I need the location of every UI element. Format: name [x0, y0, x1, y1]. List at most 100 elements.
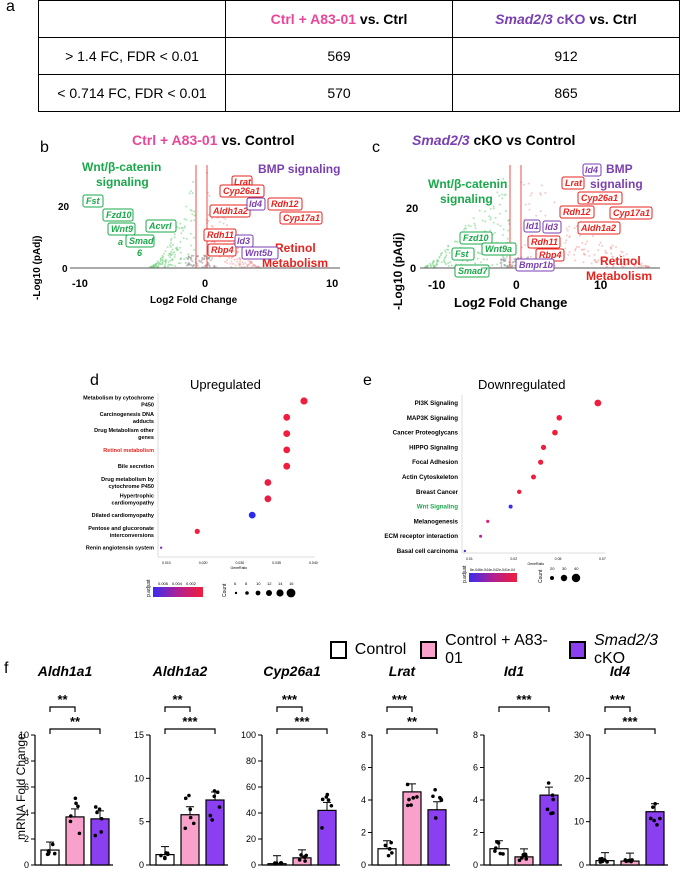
volcano-point	[466, 260, 469, 263]
volcano-point	[254, 264, 257, 267]
sig-bracket	[276, 728, 328, 734]
volcano-point	[203, 257, 206, 260]
volcano-point	[496, 263, 499, 266]
volcano-point	[447, 244, 450, 247]
gene-label: Wnt5b	[245, 248, 273, 258]
data-point	[320, 797, 325, 802]
volcano-point	[463, 228, 466, 231]
volcano-point	[190, 244, 193, 247]
dot-point	[552, 429, 558, 436]
table-cell: 865	[452, 74, 680, 112]
volcano-c-bmp-label2: signaling	[590, 177, 643, 191]
volcano-point	[474, 227, 477, 230]
gene-label: Aldh1a2	[212, 206, 248, 216]
bar-a83	[292, 857, 312, 866]
dot-term-label: Retinol metabolism	[103, 448, 154, 454]
volcano-point	[164, 258, 167, 261]
volcano-c-title: Smad2/3 cKO vs Control	[412, 132, 575, 148]
volcano-point	[605, 252, 608, 255]
volcano-point	[233, 258, 236, 261]
dot-term-label: cytochrome P450	[108, 484, 154, 490]
volcano-point	[611, 244, 614, 247]
volcano-point	[481, 219, 484, 222]
data-point	[210, 818, 214, 822]
volcano-point	[524, 203, 527, 206]
volcano-point	[540, 184, 543, 187]
volcano-point	[524, 244, 527, 247]
volcano-point	[491, 264, 494, 267]
volcano-c-wnt-label: Wnt/β-catenin	[428, 177, 507, 191]
data-point	[93, 805, 98, 809]
data-point	[191, 821, 196, 826]
volcano-point	[605, 263, 608, 265]
volcano-point	[504, 210, 507, 213]
gene-label: Rdh11	[207, 230, 234, 240]
volcano-point	[169, 244, 172, 247]
dot-point	[517, 489, 522, 494]
volcano-point	[465, 227, 468, 230]
volcano-point	[445, 254, 448, 257]
data-point	[165, 851, 170, 855]
dot-term-label: Dilated cardiomyopathy	[92, 513, 155, 519]
volcano-point	[539, 192, 542, 195]
data-point	[99, 830, 104, 834]
bar-chart-cyp26a1: Cyp26a1 0 20 40 60 80 100 *** ***	[241, 663, 340, 870]
bar-chart-aldh1a1: Aldh1a1 0 2 4 6 8 10 ****	[19, 663, 113, 870]
volcano-point	[193, 248, 195, 251]
data-point	[627, 858, 632, 863]
volcano-point	[503, 264, 506, 267]
volcano-point	[191, 192, 194, 195]
volcano-point	[484, 220, 487, 223]
volcano-point	[201, 258, 204, 261]
volcano-point	[449, 261, 452, 264]
sig-stars: ***	[610, 692, 626, 707]
volcano-point	[236, 260, 239, 263]
dot-xtick: 0.040	[309, 561, 318, 565]
data-point	[655, 823, 659, 827]
volcano-point	[620, 250, 623, 253]
volcano-point	[164, 260, 167, 263]
bar-smad	[90, 818, 110, 866]
volcano-point	[241, 261, 244, 264]
sig-bracket	[386, 728, 438, 734]
volcano-point	[593, 253, 596, 256]
gene-label: Fzd10	[106, 210, 132, 220]
data-point	[93, 833, 98, 838]
bar-ytick: 100	[241, 730, 256, 740]
volcano-point	[528, 203, 531, 206]
volcano-point	[208, 194, 211, 197]
gene-label: Wnt9	[111, 224, 133, 234]
data-point	[386, 853, 391, 858]
dot-point	[486, 519, 490, 523]
count-legend-tick: 8	[245, 581, 248, 586]
dot-term-label: MAP3K Signaling	[407, 415, 458, 422]
volcano-point	[644, 265, 647, 268]
volcano-point	[503, 194, 506, 197]
data-point	[546, 781, 551, 785]
volcano-point	[247, 260, 250, 262]
volcano-point	[596, 261, 599, 264]
volcano-c-title-smad: Smad2/3	[412, 132, 470, 148]
dot-term-label: P450	[141, 403, 154, 409]
data-point	[651, 805, 655, 809]
dot-xlabel: GeneRatio	[528, 562, 545, 566]
count-legend-dot	[234, 591, 238, 595]
data-point	[45, 852, 50, 857]
dot-e-legend-tick: 1e-04	[506, 568, 515, 572]
dot-term-label: Breast Cancer	[416, 489, 459, 496]
volcano-point	[443, 258, 446, 261]
volcano-b-title-vs: vs. Control	[217, 132, 294, 148]
data-point	[188, 807, 193, 812]
volcano-point	[484, 210, 486, 213]
enrichment-panels: d e Upregulated Downregulated Metabolism…	[83, 372, 606, 598]
bar-smad	[205, 799, 225, 866]
data-point	[50, 842, 55, 847]
volcano-point	[597, 249, 600, 252]
bar-ytick: 4	[24, 808, 29, 818]
volcano-b-retinol-label2: Metabolism	[262, 256, 328, 270]
data-point	[415, 795, 419, 799]
volcano-b-wnt-label: Wnt/β-catenin	[82, 160, 161, 174]
volcano-point	[163, 252, 165, 255]
volcano-point	[474, 262, 477, 265]
